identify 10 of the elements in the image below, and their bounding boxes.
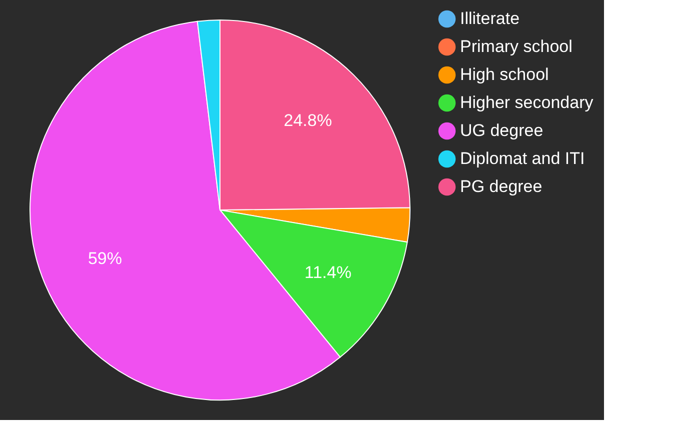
legend-label: High school bbox=[460, 65, 549, 84]
legend-label: PG degree bbox=[460, 177, 542, 196]
legend-label: Higher secondary bbox=[460, 93, 594, 112]
legend-label: UG degree bbox=[460, 121, 544, 140]
legend-label: Primary school bbox=[460, 37, 572, 56]
legend-label: Diplomat and ITI bbox=[460, 149, 585, 168]
data-label: 11.4% bbox=[304, 262, 352, 282]
legend-label: Illiterate bbox=[460, 9, 520, 28]
data-label: 24.8% bbox=[284, 111, 332, 130]
data-label: 59% bbox=[88, 248, 122, 268]
